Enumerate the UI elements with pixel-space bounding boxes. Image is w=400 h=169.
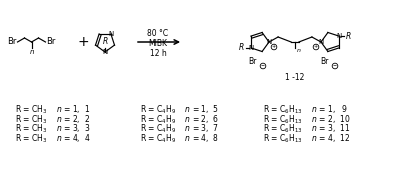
Text: 12 h: 12 h (150, 50, 166, 58)
Text: R = C$_4$H$_9$    $n$ = 2,  6: R = C$_4$H$_9$ $n$ = 2, 6 (140, 113, 219, 126)
Text: N: N (108, 31, 114, 37)
Text: N: N (266, 39, 272, 45)
Text: +: + (272, 44, 276, 50)
Text: n: n (30, 49, 35, 55)
Text: n: n (297, 49, 301, 54)
Text: R = C$_6$H$_{13}$    $n$ = 2,  10: R = C$_6$H$_{13}$ $n$ = 2, 10 (263, 113, 350, 126)
Text: N: N (318, 39, 324, 45)
Text: N: N (102, 49, 108, 55)
Text: R = CH$_3$    $n$ = 4,  4: R = CH$_3$ $n$ = 4, 4 (15, 132, 91, 145)
Text: −: − (333, 64, 337, 68)
Text: R = CH$_3$    $n$ = 3,  3: R = CH$_3$ $n$ = 3, 3 (15, 123, 90, 135)
Text: Br: Br (321, 57, 329, 66)
Text: −: − (261, 64, 265, 68)
Text: R: R (102, 37, 108, 46)
Text: R = C$_4$H$_9$    $n$ = 4,  8: R = C$_4$H$_9$ $n$ = 4, 8 (140, 132, 219, 145)
Text: MIBK: MIBK (148, 40, 168, 49)
Text: Br: Br (8, 38, 17, 46)
Text: R = C$_4$H$_9$    $n$ = 1,  5: R = C$_4$H$_9$ $n$ = 1, 5 (140, 104, 219, 116)
Text: Br: Br (46, 38, 55, 46)
Text: 1 -12: 1 -12 (285, 74, 305, 82)
Text: Br: Br (249, 57, 257, 66)
Text: R: R (239, 43, 244, 52)
Text: +: + (314, 44, 318, 50)
Text: R = CH$_3$    $n$ = 1,  1: R = CH$_3$ $n$ = 1, 1 (15, 104, 90, 116)
Text: R = CH$_3$    $n$ = 2,  2: R = CH$_3$ $n$ = 2, 2 (15, 113, 90, 126)
Text: R = C$_6$H$_{13}$    $n$ = 1,   9: R = C$_6$H$_{13}$ $n$ = 1, 9 (263, 104, 348, 116)
Text: R = C$_6$H$_{13}$    $n$ = 4,  12: R = C$_6$H$_{13}$ $n$ = 4, 12 (263, 132, 350, 145)
Text: +: + (77, 35, 89, 49)
Text: 80 °C: 80 °C (148, 29, 168, 38)
Text: R = C$_4$H$_9$    $n$ = 3,  7: R = C$_4$H$_9$ $n$ = 3, 7 (140, 123, 219, 135)
Text: R: R (346, 32, 351, 41)
Text: R = C$_6$H$_{13}$    $n$ = 3,  11: R = C$_6$H$_{13}$ $n$ = 3, 11 (263, 123, 350, 135)
Text: N: N (248, 45, 254, 51)
Text: N: N (336, 33, 342, 39)
